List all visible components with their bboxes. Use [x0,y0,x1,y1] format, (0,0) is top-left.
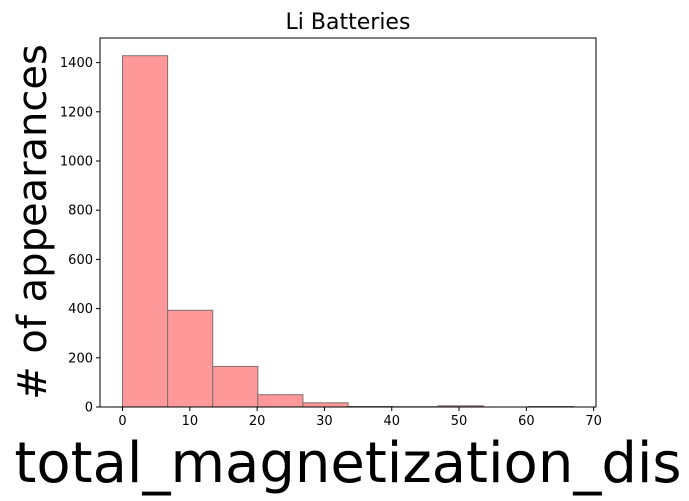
bars-group [122,55,574,408]
y-axis-label: # of appearances [10,44,56,400]
plot-frame [99,37,597,408]
chart-title: Li Batteries [286,10,411,35]
histogram-bar-4 [302,402,349,408]
x-tick-label: 30 [316,414,333,429]
x-tick-label: 20 [249,414,266,429]
histogram-bar-3 [257,394,304,408]
x-tick-label: 70 [585,414,602,429]
x-tick-label: 10 [182,414,199,429]
x-axis-label: total_magnetization_dis [14,431,681,496]
x-tick-label: 50 [451,414,468,429]
y-tick-label: 400 [68,302,93,317]
y-axis: 0 200 400 600 800 1000 1200 1400 [60,56,100,416]
y-tick-label: 800 [68,204,93,219]
y-tick-label: 1200 [60,105,93,120]
histogram-bar-0 [122,55,169,408]
y-tick-label: 600 [68,253,93,268]
histogram-bar-1 [167,309,214,408]
x-tick-label: 0 [118,414,126,429]
y-tick-label: 1000 [60,155,93,170]
x-tick-label: 60 [518,414,535,429]
x-tick-label: 40 [383,414,400,429]
y-tick-label: 0 [85,401,93,416]
histogram-bar-2 [212,365,259,408]
y-tick-label: 200 [68,351,93,366]
y-tick-label: 1400 [60,56,93,71]
x-axis: 0 10 20 30 40 50 60 70 [118,407,602,429]
